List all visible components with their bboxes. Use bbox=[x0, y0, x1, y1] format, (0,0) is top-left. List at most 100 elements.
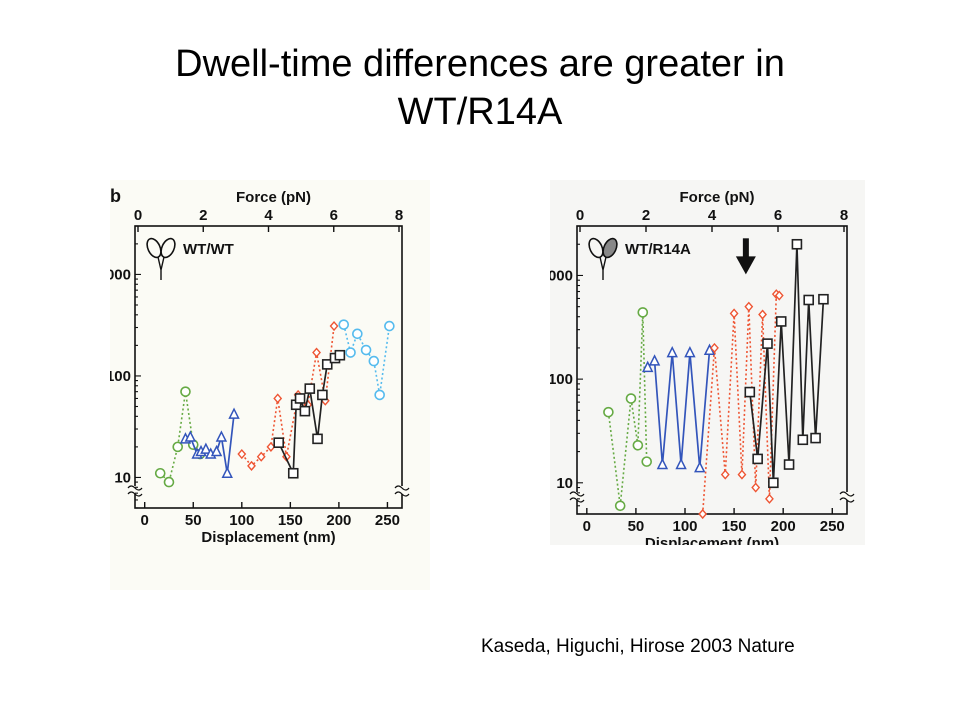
axis-break-mark bbox=[839, 491, 855, 503]
x2-tick-label: 0 bbox=[134, 207, 142, 224]
x2-tick-label: 0 bbox=[576, 207, 584, 224]
y-tick-label: 100 bbox=[110, 368, 131, 385]
data-point bbox=[237, 448, 247, 460]
data-point bbox=[803, 294, 815, 306]
data-point bbox=[694, 460, 706, 473]
data-point bbox=[221, 466, 233, 478]
legend-label: WT/R14A bbox=[625, 241, 691, 258]
data-point bbox=[228, 407, 240, 419]
data-point bbox=[247, 460, 256, 471]
citation: Kaseda, Higuchi, Hirose 2003 Nature bbox=[481, 636, 795, 657]
data-point bbox=[163, 476, 175, 488]
plot-frame bbox=[134, 225, 403, 509]
arrow-down-icon bbox=[735, 238, 756, 275]
axis-break-mark bbox=[569, 491, 585, 503]
y-tick-label: 1,000 bbox=[550, 267, 573, 284]
y-tick-label: 10 bbox=[556, 475, 573, 492]
series-line bbox=[701, 292, 780, 515]
legend: WT/R14A bbox=[588, 237, 691, 280]
data-point bbox=[154, 467, 166, 479]
series-line bbox=[342, 324, 391, 396]
myosin-heads-icon bbox=[146, 237, 176, 280]
data-point bbox=[184, 430, 197, 442]
x2-axis-label: Force (pN) bbox=[680, 189, 755, 206]
data-point bbox=[752, 453, 763, 465]
x-tick-label: 150 bbox=[722, 518, 747, 535]
legend: WT/WT bbox=[146, 237, 234, 280]
data-point bbox=[641, 456, 653, 467]
data-point bbox=[312, 347, 321, 358]
series-1 bbox=[641, 343, 716, 473]
chart-panel-wt-r14a: 0 50 100 150 200 250 Displacement (nm) 0 2 4 6 8 For… bbox=[531, 180, 865, 552]
data-point bbox=[299, 405, 311, 417]
data-point bbox=[641, 360, 654, 373]
data-point bbox=[603, 406, 614, 418]
x2-axis-label: Force (pN) bbox=[236, 189, 311, 206]
data-point bbox=[312, 433, 323, 445]
series-1 bbox=[179, 407, 240, 478]
data-point bbox=[200, 442, 212, 454]
x-tick-label: 250 bbox=[820, 518, 845, 535]
data-point bbox=[675, 457, 687, 470]
x-tick-label: 50 bbox=[185, 512, 202, 529]
panel-letter: b bbox=[110, 186, 121, 206]
data-point bbox=[710, 342, 719, 353]
x-tick-label: 100 bbox=[229, 512, 254, 529]
data-point bbox=[329, 320, 339, 332]
data-point bbox=[352, 328, 363, 340]
x-tick-label: 50 bbox=[628, 518, 645, 535]
data-point bbox=[768, 477, 779, 489]
data-point bbox=[698, 508, 708, 520]
data-point bbox=[737, 469, 747, 480]
legend-label: WT/WT bbox=[183, 241, 234, 258]
data-point bbox=[384, 320, 395, 332]
data-point bbox=[762, 338, 773, 349]
x-axis-label: Displacement (nm) bbox=[201, 529, 335, 546]
series-3 bbox=[744, 238, 829, 489]
data-point bbox=[210, 444, 223, 457]
x2-tick-label: 2 bbox=[199, 207, 207, 224]
data-point bbox=[744, 386, 756, 398]
x-axis-label: Displacement (nm) bbox=[645, 535, 779, 545]
x-tick-label: 0 bbox=[583, 518, 591, 535]
data-point bbox=[287, 467, 299, 479]
data-point bbox=[666, 345, 678, 358]
data-point bbox=[172, 441, 184, 453]
data-point bbox=[774, 290, 784, 301]
data-point bbox=[729, 308, 739, 319]
data-point bbox=[751, 482, 761, 493]
series-line bbox=[159, 391, 201, 484]
data-point bbox=[266, 441, 276, 452]
series-line bbox=[647, 350, 711, 468]
data-point bbox=[632, 439, 644, 451]
data-point bbox=[783, 459, 795, 470]
data-point bbox=[215, 430, 228, 442]
data-point bbox=[273, 393, 283, 404]
data-point bbox=[360, 344, 372, 356]
series-3 bbox=[273, 349, 346, 479]
chart-wt-wt: 0 50 100 150 200 250 Displacement (nm) 0 2 4 6 8 For… bbox=[89, 186, 410, 546]
data-point bbox=[256, 451, 266, 462]
y-tick-label: 1,000 bbox=[110, 266, 131, 283]
x-tick-label: 150 bbox=[278, 512, 303, 529]
data-point bbox=[294, 393, 306, 404]
data-point bbox=[334, 349, 346, 361]
series-0 bbox=[154, 386, 206, 488]
data-point bbox=[648, 354, 661, 366]
data-point bbox=[656, 457, 669, 470]
data-point bbox=[810, 432, 821, 444]
x2-tick-label: 6 bbox=[330, 207, 338, 224]
y-tick-label: 10 bbox=[114, 469, 131, 486]
data-point bbox=[614, 500, 626, 512]
title-line-2: WT/R14A bbox=[397, 91, 563, 133]
data-point bbox=[744, 301, 754, 312]
myosin-heads-icon bbox=[588, 237, 618, 280]
data-point bbox=[775, 316, 787, 327]
data-point bbox=[758, 309, 767, 320]
data-point bbox=[345, 347, 356, 358]
data-point bbox=[797, 434, 809, 446]
data-point bbox=[684, 345, 696, 358]
data-point bbox=[625, 393, 637, 404]
series-line bbox=[607, 312, 648, 506]
x-tick-label: 0 bbox=[141, 512, 149, 529]
